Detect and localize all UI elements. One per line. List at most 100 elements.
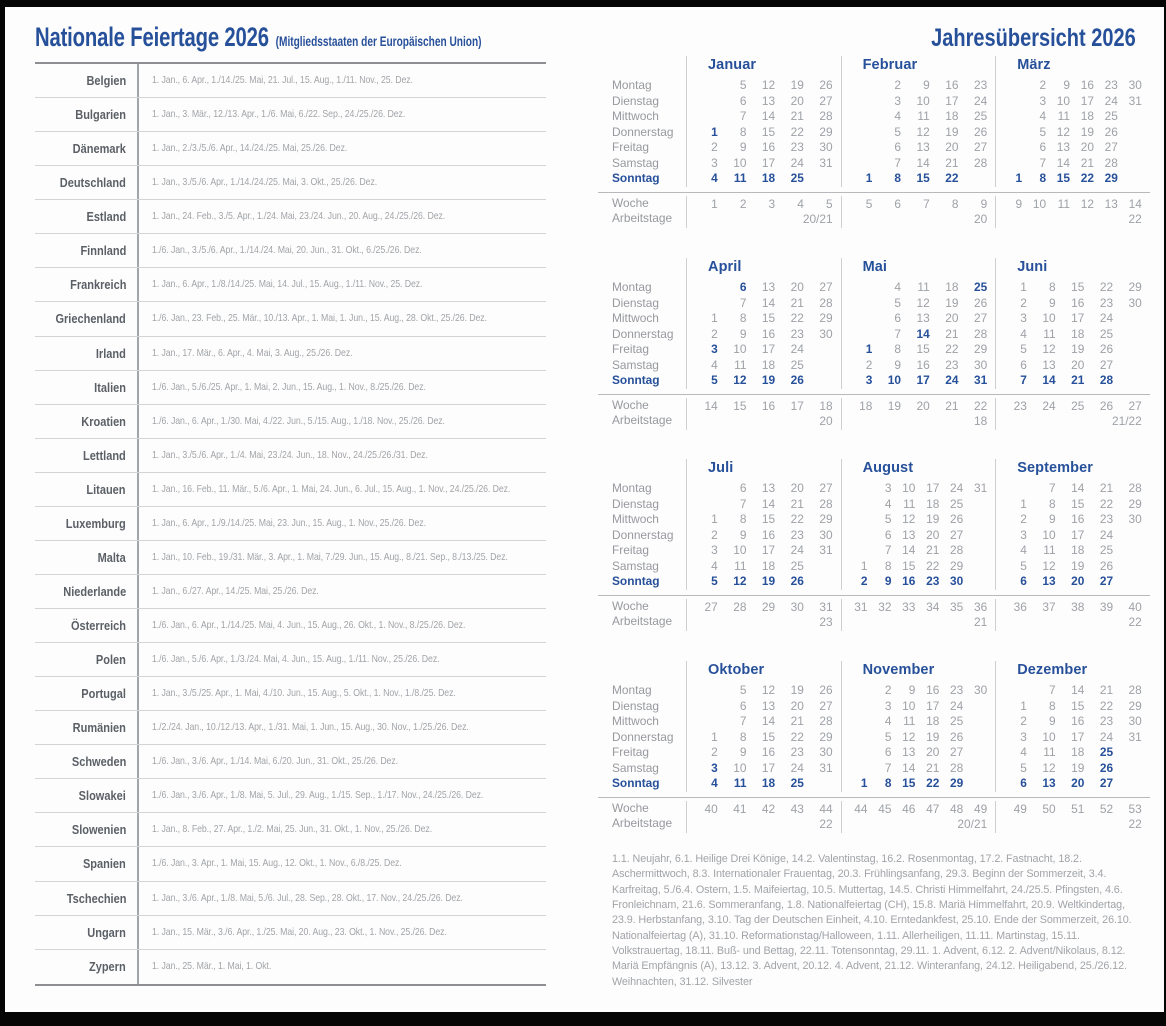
page-edge-top — [0, 0, 1166, 7]
day-cell: 6 — [884, 745, 892, 759]
day-cell: 11 — [1043, 543, 1056, 557]
day-cell: 16 — [1080, 78, 1094, 92]
day-cell: 26 — [819, 78, 833, 92]
day-cell: 25 — [790, 558, 804, 573]
day-cell: 25 — [1104, 109, 1118, 123]
day-cell: 5 — [739, 683, 747, 697]
day-cell: 24 — [950, 481, 964, 495]
holiday-dates: 1./6. Jan., 5./6. Apr., 1./3./24. Mai, 4… — [139, 643, 546, 676]
holiday-dates-text: 1. Jan., 2./3./5./6. Apr., 14./24./25. M… — [152, 143, 348, 155]
holiday-dates: 1./6. Jan., 3./6. Apr., 1./8. Mai, 5. Ju… — [139, 779, 546, 812]
workdays-row: 21/22 — [998, 414, 1142, 430]
week-number-row: 1 2 3 4 5 — [689, 197, 833, 213]
day-cell: 29 — [1104, 171, 1118, 185]
day-cell — [844, 714, 868, 730]
day-row: 6 13 20 27 — [998, 776, 1142, 792]
week-number-cell: 10 — [1032, 196, 1047, 211]
day-cell: 13 — [1056, 140, 1070, 154]
day-cell: 16 — [1071, 714, 1085, 728]
day-cell: 17 — [1071, 729, 1085, 744]
day-cell — [804, 559, 833, 575]
week-number-cell: 36 — [973, 599, 988, 614]
day-row: 7 14 21 28 — [998, 683, 1142, 699]
week-number-cell: 27 — [704, 599, 718, 614]
day-cell: 5 — [1020, 342, 1027, 356]
day-cell: 23 — [790, 745, 804, 759]
quarter-weekday-grid: Montag Dienstag Mittwoch Donnerstag Freitag S… — [598, 56, 1150, 187]
day-cell: 14 — [761, 496, 776, 511]
holiday-row: Dänemark 1. Jan., 2./3./5./6. Apr., 14./2… — [35, 132, 546, 167]
day-row: 4 11 18 25 — [998, 745, 1142, 761]
day-cell — [804, 358, 833, 374]
day-cell: 14 — [1056, 155, 1070, 170]
day-cell — [689, 109, 718, 125]
day-row: 3 10 17 24 31 — [689, 761, 833, 777]
weekday-label: Samstag — [612, 760, 659, 775]
workdays-value: 23 — [819, 615, 833, 629]
day-cell: 9 — [894, 357, 902, 372]
country-name: Niederlande — [35, 574, 139, 608]
day-row: 6 13 20 27 — [998, 140, 1142, 156]
holiday-dates-text: 1. Jan., 24. Feb., 3./5. Apr., 1./24. Ma… — [152, 211, 446, 223]
day-cell: 15 — [902, 776, 916, 790]
week-number-cell: 52 — [1099, 801, 1114, 816]
day-cell: 10 — [733, 760, 747, 775]
workdays-value: 21/22 — [1112, 414, 1142, 428]
day-cell: 6 — [1020, 776, 1027, 790]
day-cell: 19 — [790, 683, 804, 697]
day-cell — [844, 156, 873, 172]
day-cell — [998, 140, 1022, 156]
day-cell: 26 — [790, 574, 804, 588]
day-cell: 14 — [916, 155, 930, 170]
day-row: 2 9 16 23 30 — [844, 358, 988, 374]
day-cell: 11 — [1043, 326, 1056, 341]
country-name-text: Polen — [96, 652, 126, 668]
day-cell: 20 — [790, 280, 804, 294]
day-cell: 10 — [1056, 93, 1070, 108]
week-number-cell: 45 — [878, 801, 892, 816]
day-cell — [963, 761, 987, 777]
day-cell: 19 — [926, 512, 940, 526]
holiday-row: Litauen 1. Jan., 16. Feb., 11. Mär., 5./6… — [35, 472, 546, 507]
day-cell: 22 — [790, 311, 804, 325]
day-row: 1 8 15 22 29 — [689, 311, 833, 327]
day-cell — [963, 745, 987, 761]
day-row: 1 8 15 22 29 — [844, 776, 988, 792]
week-number-cell: 38 — [1071, 599, 1085, 614]
day-cell: 30 — [819, 527, 833, 542]
week-number-cell: 17 — [790, 398, 804, 413]
weekday-label: Mittwoch — [612, 714, 659, 728]
day-cell: 7 — [894, 155, 902, 170]
day-cell — [844, 311, 873, 327]
month-column-januar: Januar 5 12 19 26 6 13 20 27 7 14 21 28 1 8 15 22 29 2 9 16 2… — [686, 56, 841, 187]
page-title: Nationale Feiertage 2026 — [35, 22, 269, 52]
day-row: 2 9 16 23 30 — [998, 296, 1142, 312]
week-number-row: 31 32 33 34 35 36 — [844, 599, 988, 616]
country-name: Polen — [35, 643, 139, 677]
week-number-cell: 34 — [926, 599, 940, 614]
day-cell: 5 — [894, 295, 902, 310]
day-cell: 2 — [711, 140, 718, 154]
day-cell: 2 — [865, 357, 873, 372]
week-number-cell: 14 — [704, 398, 718, 413]
day-cell: 23 — [790, 140, 804, 154]
day-cell: 25 — [973, 109, 988, 123]
country-name-text: Zypern — [89, 959, 126, 975]
month-name: September — [1017, 460, 1094, 476]
day-cell — [963, 776, 987, 792]
country-name: Dänemark — [35, 132, 139, 166]
country-name-text: Österreich — [70, 618, 126, 634]
day-cell: 28 — [1099, 373, 1114, 387]
day-row: 6 13 20 27 — [844, 745, 988, 761]
holiday-dates-text: 1./6. Jan., 3./6. Apr., 1./8. Mai, 5. Ju… — [152, 790, 484, 802]
day-cell: 24 — [790, 543, 804, 557]
day-cell — [804, 776, 833, 792]
day-cell: 12 — [761, 683, 776, 697]
day-cell — [1113, 528, 1142, 544]
holiday-dates-text: 1./6. Jan., 5./6. Apr., 1./3./24. Mai, 4… — [152, 654, 440, 666]
day-cell: 8 — [1039, 171, 1047, 185]
day-row: 7 14 21 28 — [844, 543, 988, 559]
week-labels-column: Woche Arbeitstage — [598, 599, 686, 631]
day-cell: 26 — [790, 373, 804, 387]
day-row: 6 13 20 27 — [689, 481, 833, 497]
